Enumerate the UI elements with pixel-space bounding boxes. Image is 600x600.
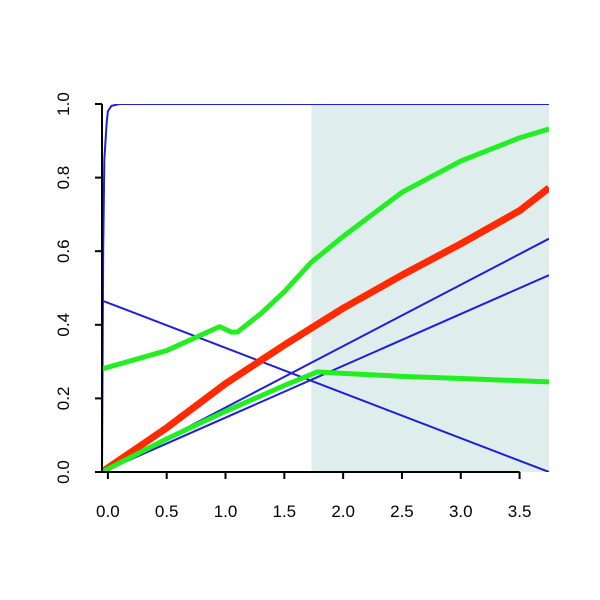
y-tick-label: 0.0 xyxy=(54,460,73,484)
series-line-6 xyxy=(102,126,549,372)
shaded-region-layer xyxy=(311,104,549,472)
shaded-region xyxy=(311,104,549,472)
y-tick-label: 0.6 xyxy=(54,239,73,263)
axes-layer: 0.0 0.2 0.4 0.6 0.8 1.0 0.0 0.5 1.0 1.5 2.0 2.5 3.0 3… xyxy=(54,92,531,521)
y-tick-label: 1.0 xyxy=(54,92,73,116)
y-tick-label: 0.4 xyxy=(54,313,73,337)
x-tick-label: 3.0 xyxy=(449,502,473,521)
series-line-5 xyxy=(102,185,549,472)
y-tick-label: 0.8 xyxy=(54,166,73,190)
x-tick-label: 0.0 xyxy=(96,502,120,521)
series-line-7 xyxy=(102,369,549,472)
series-line-2 xyxy=(102,299,549,472)
x-tick-label: 1.0 xyxy=(214,502,238,521)
x-tick-label: 2.5 xyxy=(390,502,414,521)
x-tick-label: 2.0 xyxy=(331,502,355,521)
x-tick-label: 3.5 xyxy=(508,502,532,521)
x-tick-label: 0.5 xyxy=(155,502,179,521)
series-layer xyxy=(102,104,549,472)
x-tick-label: 1.5 xyxy=(273,502,297,521)
series-line-1 xyxy=(102,104,549,472)
y-tick-label: 0.2 xyxy=(54,387,73,411)
